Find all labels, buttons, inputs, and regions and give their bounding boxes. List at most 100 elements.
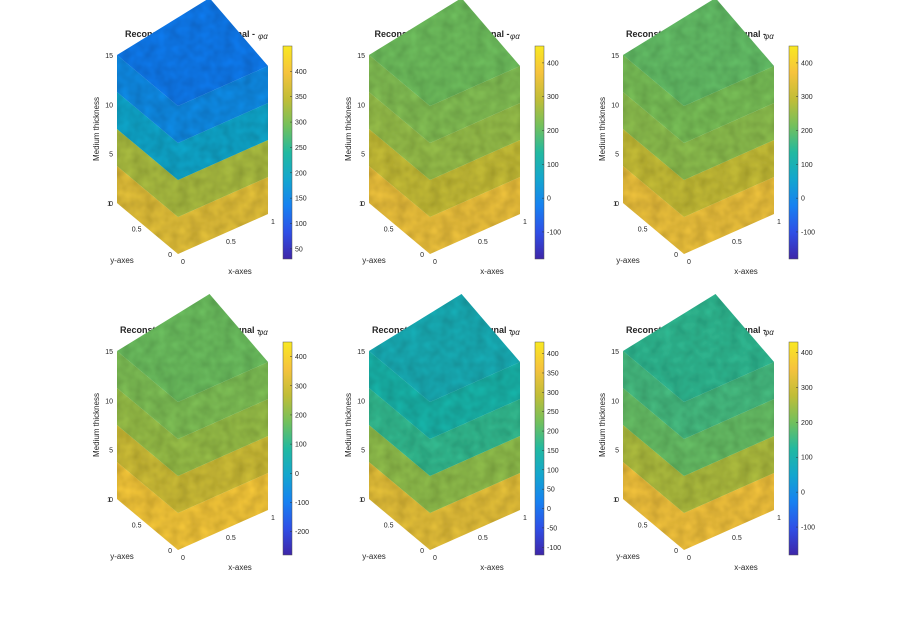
cube-top-face — [369, 0, 520, 106]
y-tick-label: 0 — [674, 548, 678, 555]
x-tick-label: 0 — [181, 259, 185, 266]
cube-top-face — [369, 294, 520, 402]
x-axis-label: x-axes — [228, 267, 252, 276]
subplot-1: Reconstruction from 1 signal - φα151050M… — [92, 0, 307, 276]
y-tick-label: 0.5 — [132, 227, 142, 234]
layer-left-face — [117, 351, 178, 439]
cube-top-face — [623, 0, 774, 106]
subplot-6: Reconstruction from 450 signal - φα15105… — [598, 294, 815, 572]
layer-right-face — [684, 399, 774, 476]
colorbar-tick-label: 300 — [547, 390, 559, 397]
colorbar-tick-label: 400 — [547, 351, 559, 358]
layer-right-face — [178, 66, 268, 143]
colorbar-tick-label: -200 — [295, 529, 309, 536]
y-tick-label: 0 — [168, 252, 172, 259]
y-tick-label: 0.5 — [638, 523, 648, 530]
y-axis-label: y-axes — [110, 552, 134, 561]
z-tick-label: 15 — [611, 53, 619, 60]
y-tick-label: 0 — [420, 252, 424, 259]
colorbar-tick-label: 100 — [547, 162, 559, 169]
x-axis-label: x-axes — [480, 267, 504, 276]
colorbar-tick-label: 150 — [547, 448, 559, 455]
colorbar — [788, 45, 799, 260]
z-tick-label: 5 — [615, 152, 619, 159]
y-tick-label: 0.5 — [132, 523, 142, 530]
title-symbol: φα — [510, 32, 520, 41]
cube-top-face — [623, 294, 774, 402]
y-tick-label: 0.5 — [384, 523, 394, 530]
layer-left-face — [117, 55, 178, 143]
subplot-2: Reconstruction from 50 signal - φα151050… — [344, 0, 561, 276]
y-tick-label: 1 — [359, 201, 363, 208]
colorbar-tick-label: 50 — [547, 487, 555, 494]
layer-left-face — [369, 166, 430, 254]
z-axis-label: Medium thickness — [598, 97, 607, 161]
y-axis-label: y-axes — [616, 256, 640, 265]
x-axis-label: x-axes — [228, 563, 252, 572]
z-axis-label: Medium thickness — [598, 393, 607, 457]
z-tick-label: 15 — [357, 53, 365, 60]
colorbar-tick-label: 400 — [801, 60, 813, 67]
colorbar-tick-label: 300 — [295, 120, 307, 127]
layer-right-face — [178, 436, 268, 513]
layer-right-face — [430, 66, 520, 143]
colorbar-tick-label: 350 — [295, 94, 307, 101]
colorbar-tick-label: -100 — [547, 545, 561, 552]
layer-right-face — [430, 436, 520, 513]
colorbar-tick-label: 100 — [801, 162, 813, 169]
colorbar — [534, 341, 545, 556]
layer-left-face — [369, 129, 430, 217]
layer-left-face — [623, 351, 684, 439]
layer-right-face — [430, 362, 520, 439]
layer-right-face — [684, 362, 774, 439]
layer-left-face — [117, 166, 178, 254]
colorbar-tick-label: 250 — [547, 409, 559, 416]
y-axis-label: y-axes — [616, 552, 640, 561]
layer-right-face — [684, 66, 774, 143]
subplot-4: Reconstruction from 240 signal - φα15105… — [92, 294, 309, 572]
colorbar-tick-label: 100 — [801, 455, 813, 462]
colorbar-tick-label: 0 — [547, 506, 551, 513]
colorbar-tick-label: 400 — [295, 69, 307, 76]
z-axis-label: Medium thickness — [92, 97, 101, 161]
x-tick-label: 0 — [433, 555, 437, 562]
colorbar-tick-label: 200 — [547, 429, 559, 436]
z-tick-label: 10 — [357, 102, 365, 109]
x-tick-label: 0.5 — [478, 239, 488, 246]
z-tick-label: 5 — [109, 152, 113, 159]
layer-right-face — [178, 177, 268, 254]
layer-right-face — [178, 103, 268, 180]
y-axis-label: y-axes — [110, 256, 134, 265]
y-tick-label: 0 — [674, 252, 678, 259]
layer-right-face — [178, 362, 268, 439]
y-tick-label: 0 — [420, 548, 424, 555]
layer-right-face — [684, 103, 774, 180]
layer-right-face — [178, 473, 268, 550]
layer-left-face — [369, 425, 430, 513]
colorbar-tick-label: 200 — [295, 412, 307, 419]
z-tick-label: 10 — [105, 102, 113, 109]
x-tick-label: 0.5 — [478, 535, 488, 542]
x-tick-label: 1 — [523, 219, 527, 226]
y-axis-label: y-axes — [362, 256, 386, 265]
colorbar-tick-label: 0 — [801, 490, 805, 497]
layer-left-face — [623, 166, 684, 254]
colorbar-tick-label: 100 — [295, 221, 307, 228]
layer-right-face — [684, 177, 774, 254]
colorbar — [282, 341, 293, 556]
x-tick-label: 0.5 — [732, 535, 742, 542]
z-tick-label: 0 — [615, 497, 619, 504]
layer-right-face — [430, 103, 520, 180]
layer-left-face — [117, 462, 178, 550]
z-tick-label: 0 — [109, 201, 113, 208]
colorbar-tick-label: 200 — [547, 128, 559, 135]
y-tick-label: 0.5 — [384, 227, 394, 234]
z-tick-label: 10 — [105, 398, 113, 405]
y-tick-label: 1 — [613, 201, 617, 208]
title-symbol: φα — [510, 328, 520, 337]
x-tick-label: 1 — [777, 219, 781, 226]
x-axis-label: x-axes — [734, 563, 758, 572]
layer-right-face — [430, 399, 520, 476]
z-tick-label: 5 — [109, 448, 113, 455]
